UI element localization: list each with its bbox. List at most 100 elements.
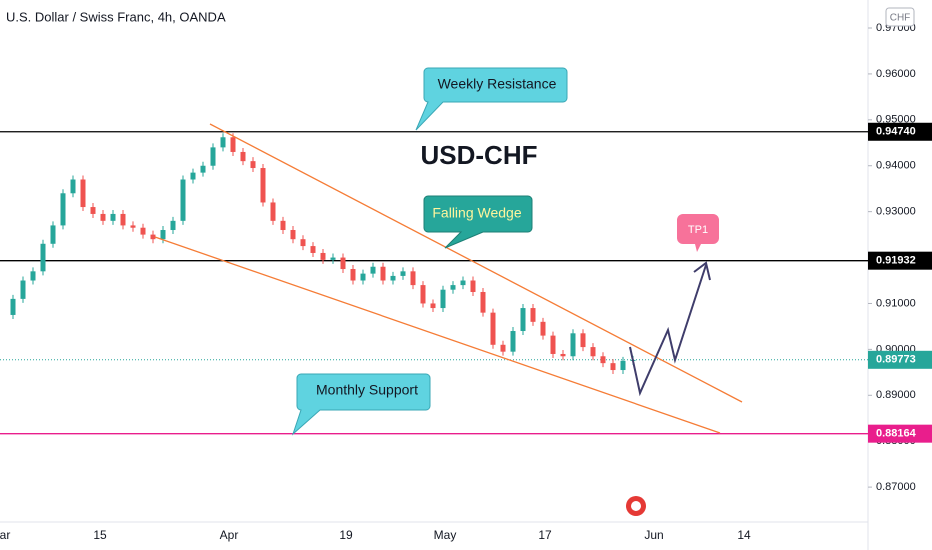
candle	[370, 266, 376, 274]
candle	[30, 271, 36, 281]
candle	[220, 137, 226, 148]
candle	[510, 331, 516, 352]
wedge-lower	[154, 236, 721, 434]
price-label: 0.89773	[876, 354, 916, 366]
x-tick-label: 15	[93, 528, 107, 542]
x-tick-label: 17	[538, 528, 552, 542]
candle	[460, 280, 466, 286]
y-tick-label: 0.87000	[876, 481, 916, 493]
candle	[110, 213, 116, 221]
y-tick-label: 0.95000	[876, 114, 916, 126]
candle	[330, 257, 336, 260]
callout-wedge	[423, 195, 533, 249]
candle	[390, 275, 396, 281]
callout-text: Weekly Resistance	[438, 76, 557, 92]
candle	[520, 308, 526, 332]
price-label: 0.94740	[876, 126, 916, 138]
candle	[270, 202, 276, 221]
candle	[10, 298, 16, 315]
y-tick-label: 0.96000	[876, 68, 916, 80]
candle	[420, 285, 426, 304]
header-title: U.S. Dollar / Swiss Franc, 4h, OANDA	[6, 9, 226, 24]
currency-box	[885, 7, 915, 27]
candle	[310, 246, 316, 253]
price-label-bg	[868, 122, 932, 141]
candle	[240, 151, 246, 162]
candle	[140, 227, 146, 235]
candle	[300, 239, 306, 247]
candle	[90, 207, 96, 214]
candle	[100, 213, 106, 221]
currency: CHF	[890, 13, 911, 24]
candle	[360, 273, 366, 281]
x-tick-label: ar	[0, 528, 10, 542]
candle	[50, 225, 56, 244]
price-label: 0.91932	[876, 255, 916, 267]
y-tick-label: 0.93000	[876, 206, 916, 218]
callout-monthly	[291, 373, 431, 436]
callout-text: Monthly Support	[316, 382, 418, 398]
x-tick-label: Apr	[220, 528, 239, 542]
candle	[540, 321, 546, 336]
candle	[170, 220, 176, 231]
price-label-bg	[868, 251, 932, 270]
arrow-head	[693, 261, 711, 281]
candle	[350, 269, 356, 281]
candle	[40, 243, 46, 272]
projection	[629, 264, 707, 397]
x-tick-label: 19	[339, 528, 353, 542]
candle	[20, 280, 26, 299]
candle	[430, 303, 436, 309]
callout-weekly	[415, 67, 568, 131]
candle	[230, 137, 236, 152]
candle	[320, 252, 326, 260]
logo	[631, 501, 641, 511]
candle	[570, 333, 576, 357]
candle	[490, 312, 496, 345]
x-tick-label: Jun	[644, 528, 663, 542]
candle	[80, 179, 86, 208]
candle	[590, 347, 596, 357]
candle	[600, 356, 606, 364]
candle	[160, 230, 166, 240]
candle	[530, 308, 536, 322]
price-label-bg	[868, 424, 932, 443]
price-label-bg	[868, 350, 932, 369]
candle	[580, 333, 586, 348]
candle	[70, 179, 76, 194]
y-tick-label: 0.91000	[876, 297, 916, 309]
callout-tp	[677, 214, 719, 252]
candle	[210, 147, 216, 166]
candle	[620, 360, 626, 371]
candle	[340, 257, 346, 270]
candle	[450, 285, 456, 290]
callout-text: TP1	[688, 224, 708, 236]
candle	[610, 363, 616, 371]
y-tick-label: 0.89000	[876, 389, 916, 401]
candle	[150, 234, 156, 240]
candle	[200, 165, 206, 173]
candle	[120, 213, 126, 226]
callout-text: Falling Wedge	[432, 205, 521, 221]
candle	[410, 271, 416, 286]
candle	[550, 335, 556, 354]
candle	[290, 230, 296, 240]
candle	[500, 344, 506, 352]
candle	[180, 179, 186, 221]
candle	[400, 271, 406, 276]
candle	[480, 291, 486, 313]
price-label: 0.88164	[876, 428, 917, 440]
candle	[470, 280, 476, 292]
candle	[440, 289, 446, 309]
candle	[560, 353, 566, 357]
candle	[60, 193, 66, 226]
candle	[280, 220, 286, 231]
wedge-upper	[209, 123, 743, 403]
x-tick-label: 14	[737, 528, 751, 542]
x-tick-label: May	[434, 528, 457, 542]
candle	[260, 168, 266, 203]
candle	[380, 266, 386, 281]
candle	[190, 172, 196, 180]
symbol-title: USD-CHF	[421, 140, 538, 170]
